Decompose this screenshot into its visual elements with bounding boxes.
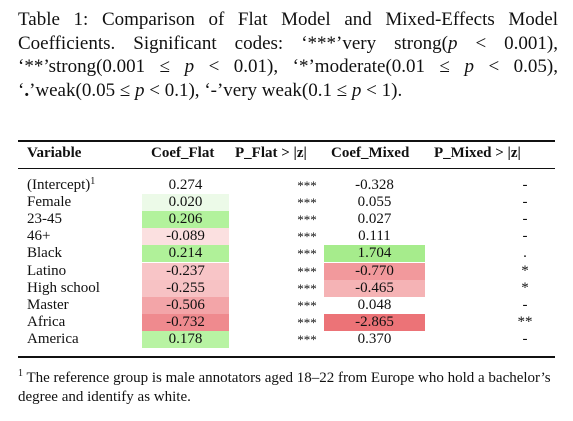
p-flat-cell: *** [297,297,317,313]
p-mixed-cell: - [522,177,528,193]
variable-label: Africa [27,313,66,330]
coef-mixed-cell: 0.111 [358,228,391,245]
p-flat-cell: *** [297,229,317,245]
variable-label: 46+ [27,228,51,245]
coef-mixed-cell: 1.704 [324,245,425,263]
p-mixed-cell: - [522,330,528,347]
p-mixed-cell: - [522,194,528,211]
variable-label: Latino [27,262,67,279]
variable-label: Female [27,194,72,211]
variable-label: America [27,330,79,347]
variable-label: 23-45 [27,211,62,228]
header-coef-flat: Coef_Flat [151,145,215,161]
coef-mixed-cell: -0.328 [355,177,394,193]
coef-mixed-cell: 0.027 [357,211,392,228]
sig-code-3: ‘.’weak(0.05 ≤ p < 0.1), [18,79,200,101]
coef-flat-cell: 0.178 [142,330,229,348]
caption-title: Comparison of Flat Model and Mixed-Effec… [18,9,558,54]
footnote-marker: 1 [18,368,23,379]
p-flat-cell: *** [297,280,317,296]
sig-code-2: ‘*’moderate(0.01 ≤ p < 0.05), [292,56,559,77]
coef-mixed-cell: 0.370 [357,330,392,347]
p-flat-cell: *** [297,195,317,211]
coef-flat-cell: -0.089 [142,228,229,246]
p-flat-cell: *** [297,314,317,330]
caption-label: Table 1: [18,9,89,30]
variable-label: (Intercept) [27,177,91,193]
coef-flat-cell: 0.206 [142,211,229,229]
coef-mixed-cell: 0.048 [357,296,392,313]
coef-mixed-cell: 0.055 [357,194,392,211]
table-bottom-rule [18,356,555,358]
header-p-flat: P_Flat > |z| [235,145,307,161]
p-mixed-cell: * [521,279,529,296]
table-row-variable: Latino [27,263,66,280]
coef-mixed-cell: -0.770 [324,262,425,280]
coef-flat-cell: 0.274 [168,177,203,193]
p-mixed-cell: - [522,296,528,313]
table-row-variable: America [27,331,79,348]
header-coef-mixed: Coef_Mixed [331,145,410,161]
sig-code-1: ‘**’strong(0.001 ≤ p < 0.01), [18,56,279,77]
p-flat-cell: *** [297,178,317,193]
table-row-variable: Black [27,245,62,262]
coef-mixed-cell: -2.865 [324,313,425,331]
table-caption: Table 1: Comparison of Flat Model and Mi… [18,8,558,102]
p-flat-cell: *** [297,212,317,228]
p-flat-cell: *** [297,246,317,262]
coef-flat-cell: 0.020 [142,194,229,212]
p-mixed-cell: ** [517,313,533,330]
table-row-variable: High school [27,280,100,297]
coef-flat-cell: -0.506 [142,296,229,314]
table-row-variable: Master [27,297,69,314]
sig-code-4: ‘-’very weak(0.1 ≤ p < 1). [204,79,403,101]
table-row-variable: 46+ [27,228,50,245]
table-header-rule [18,168,555,169]
table-row-variable: Africa [27,314,65,331]
table-row-variable: Female [27,194,71,211]
variable-label: Master [27,296,69,313]
sig-code-0: ‘***’very strong(p < 0.001), [301,32,559,54]
p-flat-cell: *** [297,331,317,347]
table-top-rule [18,140,555,142]
p-flat-cell: *** [297,263,317,279]
coef-flat-cell: -0.237 [142,262,229,280]
variable-footnote-marker: 1 [90,176,96,187]
coef-flat-cell: 0.214 [142,245,229,263]
variable-label: Black [27,245,62,262]
header-variable: Variable [27,145,82,161]
coef-flat-cell: -0.732 [142,313,229,331]
coef-flat-cell: -0.255 [142,279,229,297]
p-mixed-cell: * [521,262,529,279]
p-mixed-cell: - [522,228,528,245]
table-footnote: 1 The reference group is male annotators… [18,369,558,407]
table-row-variable: (Intercept)1 [27,177,95,194]
header-p-mixed: P_Mixed > |z| [434,145,521,161]
table-row-variable: 23-45 [27,211,62,228]
p-mixed-cell: . [523,245,527,262]
p-mixed-cell: - [522,211,528,228]
coef-mixed-cell: -0.465 [324,279,425,297]
footnote-text: The reference group is male annotators a… [18,370,551,405]
variable-label: High school [27,279,100,296]
